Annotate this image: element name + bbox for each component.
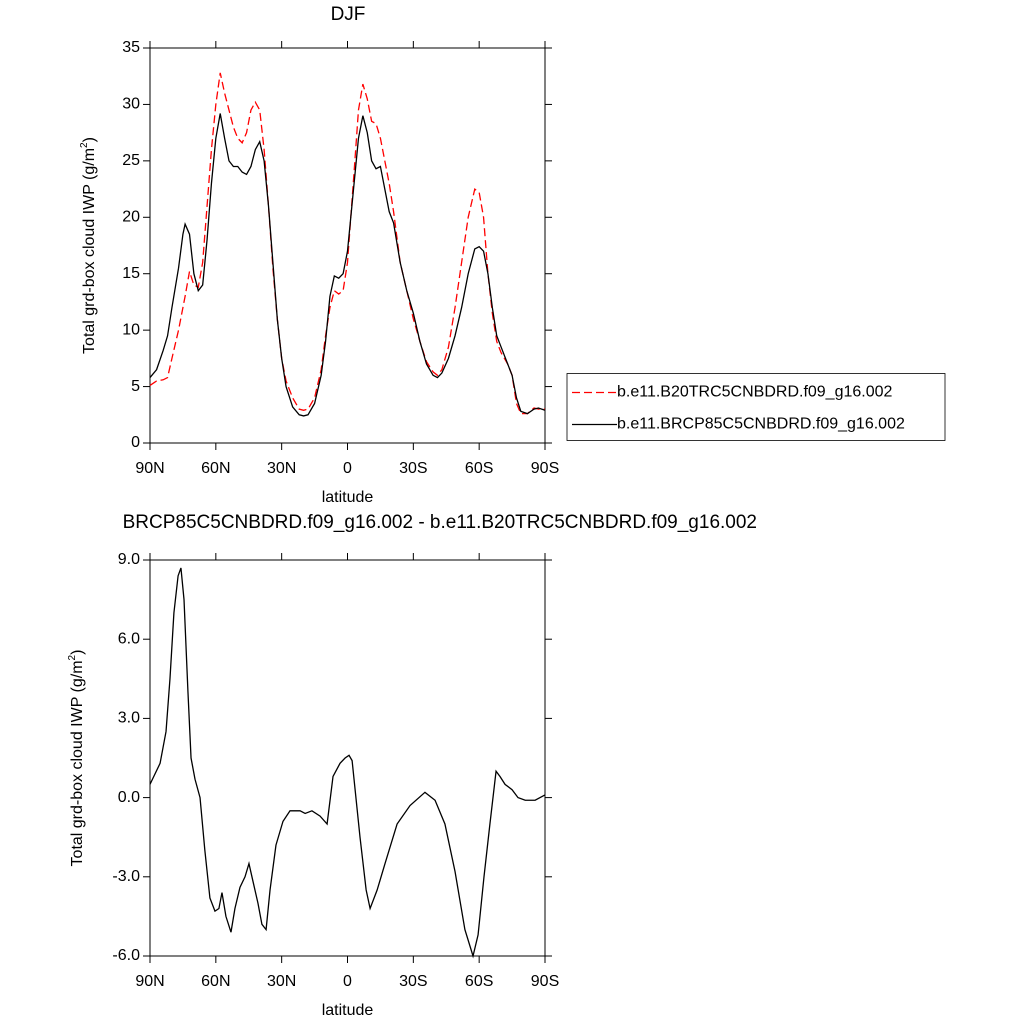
- x-tick-label: 0: [343, 973, 352, 990]
- x-axis-label: latitude: [322, 1002, 374, 1019]
- x-tick-label: 0: [343, 460, 352, 477]
- y-tick-label: 30: [122, 96, 140, 113]
- y-axis-label-part: ): [81, 137, 98, 142]
- x-tick-label: 60N: [201, 973, 230, 990]
- y-axis-label-part: 2: [79, 142, 90, 148]
- y-tick-label: 3.0: [118, 710, 140, 727]
- y-tick-label: 0: [131, 434, 140, 451]
- y-tick-label: 6.0: [118, 630, 140, 647]
- x-tick-label: 60S: [465, 460, 493, 477]
- data-line: [149, 567, 546, 959]
- x-tick-label: 60S: [465, 973, 493, 990]
- y-axis-label-part: Total grd-box cloud IWP (g/m: [81, 148, 98, 354]
- legend-box: [566, 373, 946, 441]
- x-tick-label: 90N: [135, 460, 164, 477]
- x-tick-label: 30N: [267, 973, 296, 990]
- x-tick-label: 90S: [531, 973, 559, 990]
- x-tick-label: 30S: [399, 973, 427, 990]
- data-line: [149, 113, 546, 417]
- x-axis-label: latitude: [322, 489, 374, 506]
- chart-title: BRCP85C5CNBDRD.f09_g16.002 - b.e11.B20TR…: [123, 512, 757, 533]
- y-axis-label: Total grd-box cloud IWP (g/m2): [67, 650, 86, 867]
- x-tick-label: 90N: [135, 973, 164, 990]
- x-tick-label: 30S: [399, 460, 427, 477]
- y-tick-label: 20: [122, 209, 140, 226]
- y-tick-label: 9.0: [118, 551, 140, 568]
- data-line: [149, 72, 545, 415]
- y-tick-label: 0.0: [118, 789, 140, 806]
- y-tick-label: 25: [122, 152, 140, 169]
- x-tick-label: 60N: [201, 460, 230, 477]
- y-tick-label: 35: [122, 39, 140, 56]
- x-tick-label: 30N: [267, 460, 296, 477]
- y-tick-label: 5: [131, 378, 140, 395]
- y-axis-label-part: Total grd-box cloud IWP (g/m: [69, 660, 86, 866]
- y-tick-label: -6.0: [112, 947, 140, 964]
- y-tick-label: 15: [122, 265, 140, 282]
- legend-label: b.e11.BRCP85C5CNBDRD.f09_g16.002: [617, 416, 905, 433]
- y-axis-label-part: ): [69, 650, 86, 655]
- y-axis-label-part: 2: [67, 654, 78, 660]
- chart-title: DJF: [331, 4, 366, 25]
- y-axis-label: Total grd-box cloud IWP (g/m2): [79, 137, 98, 354]
- y-tick-label: -3.0: [112, 868, 140, 885]
- x-tick-label: 90S: [531, 460, 559, 477]
- legend-label: b.e11.B20TRC5CNBDRD.f09_g16.002: [617, 384, 893, 401]
- y-tick-label: 10: [122, 321, 140, 338]
